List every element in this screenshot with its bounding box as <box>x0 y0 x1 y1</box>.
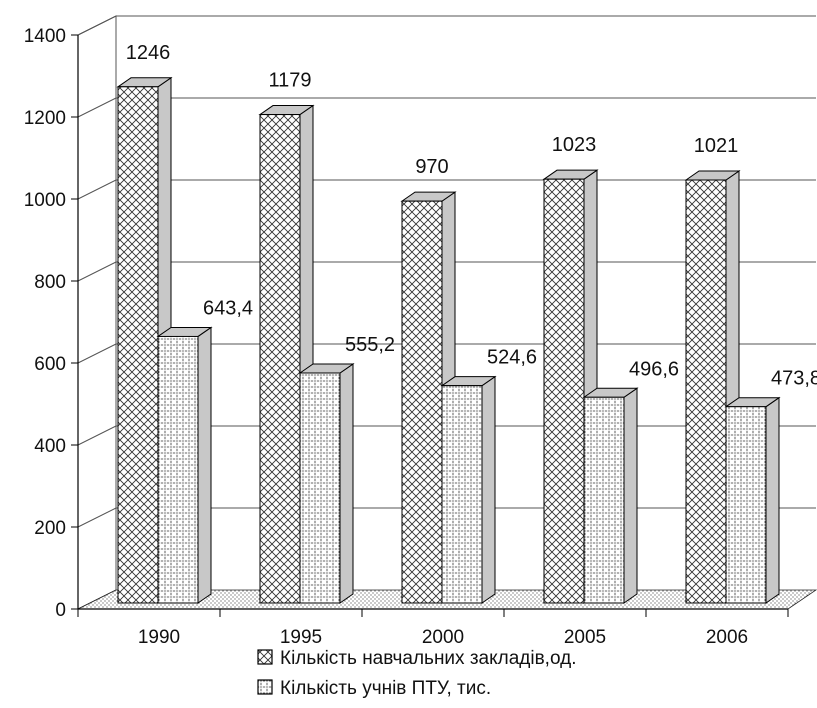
y-tick-label: 800 <box>34 272 66 293</box>
bar-side <box>481 375 496 604</box>
bar-side <box>623 387 638 604</box>
bar <box>583 396 625 604</box>
data-label: 555,2 <box>345 334 395 356</box>
bar <box>401 200 443 604</box>
gridline-left <box>77 97 117 118</box>
gridline-left <box>77 507 117 528</box>
left-wall <box>77 15 117 610</box>
bar-side <box>765 396 780 604</box>
gridline-left <box>77 15 117 36</box>
chart-walls <box>77 15 117 610</box>
data-label: 496,6 <box>629 358 679 380</box>
gridline-left <box>77 179 117 200</box>
bar <box>725 406 767 604</box>
legend-label: Кількість навчальних закладів,од. <box>280 648 576 669</box>
x-tick-label: 1995 <box>280 627 322 648</box>
legend-label: Кількість учнів ПТУ, тис. <box>280 678 491 699</box>
axes <box>77 35 788 610</box>
legend-swatch <box>257 679 273 695</box>
tick-labels: 0 200 400 600 800 1000 1200 1400 1990 1995 2000 200… <box>24 26 789 648</box>
data-label: 524,6 <box>487 347 537 369</box>
data-label: 1246 <box>126 42 171 64</box>
y-tick-label: 0 <box>55 600 66 621</box>
data-label: 1179 <box>268 70 311 92</box>
y-tick-label: 1400 <box>24 26 66 47</box>
bar <box>543 178 585 604</box>
bar <box>685 179 727 604</box>
gridline-left <box>77 261 117 282</box>
bar-side <box>339 363 354 604</box>
legend: Кількість навчальних закладів,од. Кількіс… <box>257 648 576 699</box>
data-label: 1021 <box>694 135 739 157</box>
y-tick-label: 400 <box>34 436 66 457</box>
bars <box>116 76 781 604</box>
y-tick-label: 600 <box>34 354 66 375</box>
x-tick-label: 2005 <box>564 627 606 648</box>
bar <box>299 372 341 604</box>
bar <box>259 114 301 604</box>
x-tick-label: 2006 <box>706 627 748 648</box>
bar <box>117 86 159 604</box>
y-tick-label: 1000 <box>24 190 66 211</box>
y-tick-label: 1200 <box>24 108 66 129</box>
data-labels: 1246 643,4 1179 555,2 970 524,6 1023 496,6 1021 4… <box>126 42 817 390</box>
bar-side <box>197 326 212 604</box>
bar <box>441 385 483 604</box>
data-label: 1023 <box>552 134 597 156</box>
data-label: 643,4 <box>203 297 253 319</box>
data-label: 473,8 <box>771 368 817 390</box>
y-tick-label: 200 <box>34 518 66 539</box>
gridline-left <box>77 425 117 446</box>
gridline-left <box>77 343 117 364</box>
x-tick-label: 2000 <box>422 627 464 648</box>
x-tick-label: 1990 <box>138 627 180 648</box>
data-label: 970 <box>415 156 448 178</box>
bar <box>157 335 199 604</box>
legend-swatch <box>257 649 273 665</box>
